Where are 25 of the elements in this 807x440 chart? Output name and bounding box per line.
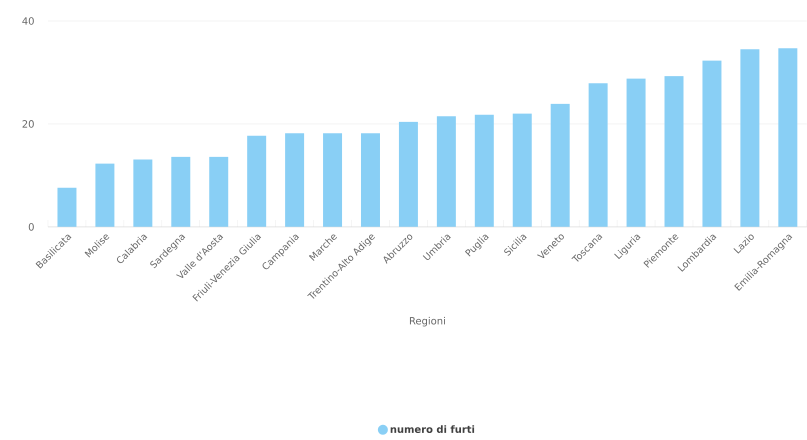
bar xyxy=(778,48,798,227)
bar xyxy=(95,164,114,227)
bar xyxy=(247,136,266,227)
bar xyxy=(209,156,228,227)
bar xyxy=(133,160,152,227)
bar xyxy=(436,116,456,227)
y-tick-label: 20 xyxy=(22,120,34,128)
bar xyxy=(57,188,76,227)
bar xyxy=(550,104,570,227)
bar xyxy=(702,60,722,227)
x-axis-title: Regioni xyxy=(410,316,445,327)
legend-label: numero di furti xyxy=(390,425,474,434)
bar xyxy=(360,133,380,227)
y-tick-label: 0 xyxy=(28,223,34,231)
bar xyxy=(740,49,760,227)
bar xyxy=(285,133,304,227)
y-tick-label: 40 xyxy=(22,17,34,25)
bar xyxy=(398,122,418,227)
bar xyxy=(474,114,494,227)
bar xyxy=(588,83,608,227)
bar xyxy=(626,78,646,227)
bar xyxy=(323,133,342,227)
bar xyxy=(171,156,190,227)
bar xyxy=(664,76,684,227)
bar xyxy=(512,114,532,227)
